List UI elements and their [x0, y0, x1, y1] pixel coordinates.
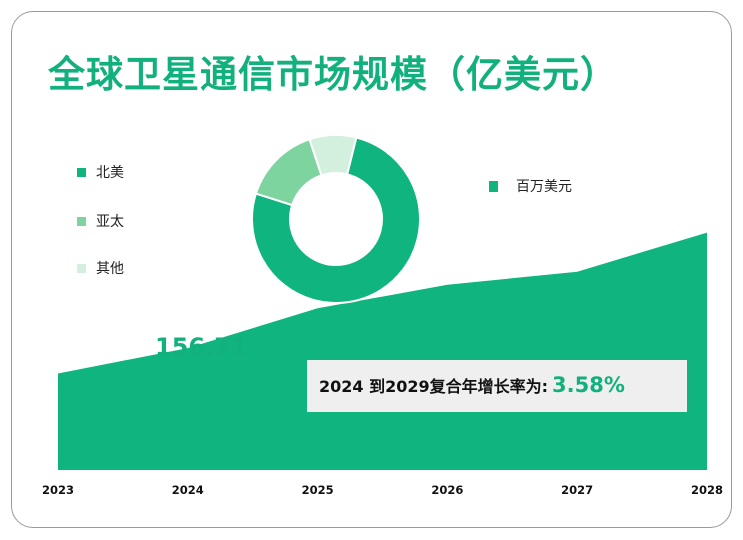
legend-item-other: 其他 [77, 258, 124, 278]
donut-slice-其他 [308, 134, 358, 177]
series-legend-swatch [489, 180, 498, 192]
legend-swatch [77, 216, 86, 226]
legend-item-asia-pacific: 亚太 [77, 211, 124, 231]
legend-label: 北美 [96, 165, 124, 181]
cagr-value: 3.58% [552, 373, 625, 397]
cagr-label: 2024 到2029复合年增长率为: [319, 377, 549, 396]
x-tick-label: 2024 [171, 483, 204, 497]
series-legend: 百万美元 [489, 176, 572, 196]
legend-label: 亚太 [96, 214, 124, 230]
donut-slice-亚太 [254, 138, 323, 207]
x-tick-label: 2026 [431, 483, 464, 497]
legend-item-north-america: 北美 [77, 162, 124, 182]
cagr-text: 2024 到2029复合年增长率为: 3.58% [319, 373, 625, 397]
donut-chart [251, 134, 421, 304]
data-label-2024: 156.71 [155, 333, 248, 361]
donut-slice-北美 [251, 136, 421, 304]
chart-title: 全球卫星通信市场规模（亿美元） [48, 53, 618, 96]
cagr-box: 2024 到2029复合年增长率为: 3.58% [307, 360, 687, 412]
x-tick-label: 2028 [690, 483, 724, 497]
x-tick-label: 2023 [41, 483, 75, 497]
x-tick-label: 2025 [301, 483, 334, 497]
series-legend-label: 百万美元 [516, 179, 572, 195]
legend-swatch [77, 263, 86, 273]
legend-swatch [77, 167, 86, 177]
x-tick-label: 2027 [561, 483, 594, 497]
legend-label: 其他 [96, 261, 124, 277]
